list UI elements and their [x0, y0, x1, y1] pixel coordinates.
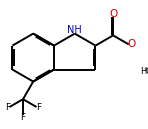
Text: F: F: [36, 103, 41, 112]
Text: O: O: [109, 10, 117, 19]
Text: H: H: [140, 67, 146, 76]
Text: F: F: [20, 113, 26, 122]
Text: O: O: [128, 39, 136, 49]
Text: C: C: [145, 67, 148, 76]
Text: ₃: ₃: [144, 66, 146, 72]
Text: NH: NH: [67, 25, 82, 35]
Text: F: F: [5, 103, 11, 112]
